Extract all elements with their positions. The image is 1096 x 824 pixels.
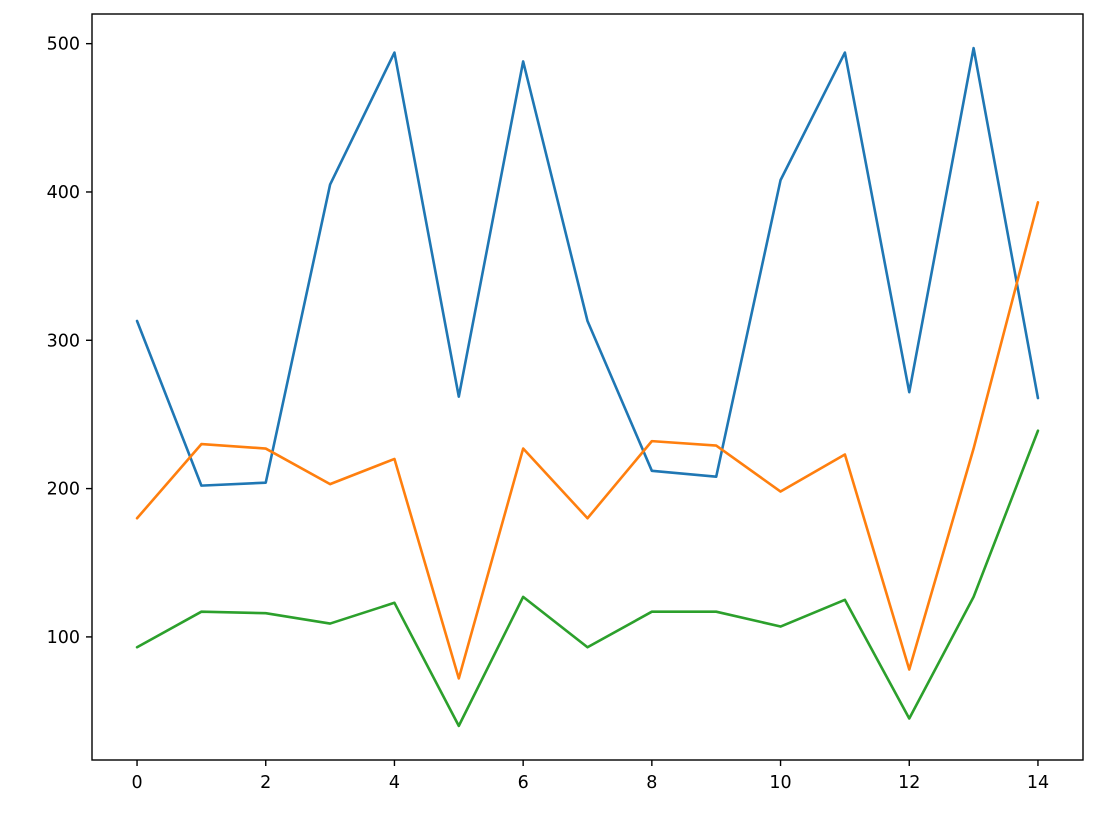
x-tick-label: 8 [646,773,657,793]
series-orange-line [135,201,1040,680]
x-tick-label: 4 [389,773,400,793]
y-tick-label: 400 [47,183,80,203]
x-tick-label: 10 [769,773,791,793]
series-green-line [135,429,1040,728]
x-tick-label: 14 [1027,773,1049,793]
y-axis: 100 200 300 400 500 [47,35,92,648]
x-tick-label: 6 [518,773,529,793]
x-tick-label: 2 [260,773,271,793]
y-tick-label: 500 [47,35,80,55]
series-blue-line [135,46,1040,487]
x-tick-label: 12 [898,773,920,793]
y-tick-label: 300 [47,331,80,351]
y-tick-label: 100 [47,628,80,648]
plot-border [91,13,1084,761]
x-tick-label: 0 [131,773,142,793]
x-axis: 0 2 4 6 8 10 12 14 [131,760,1049,793]
y-tick-label: 200 [47,480,80,500]
